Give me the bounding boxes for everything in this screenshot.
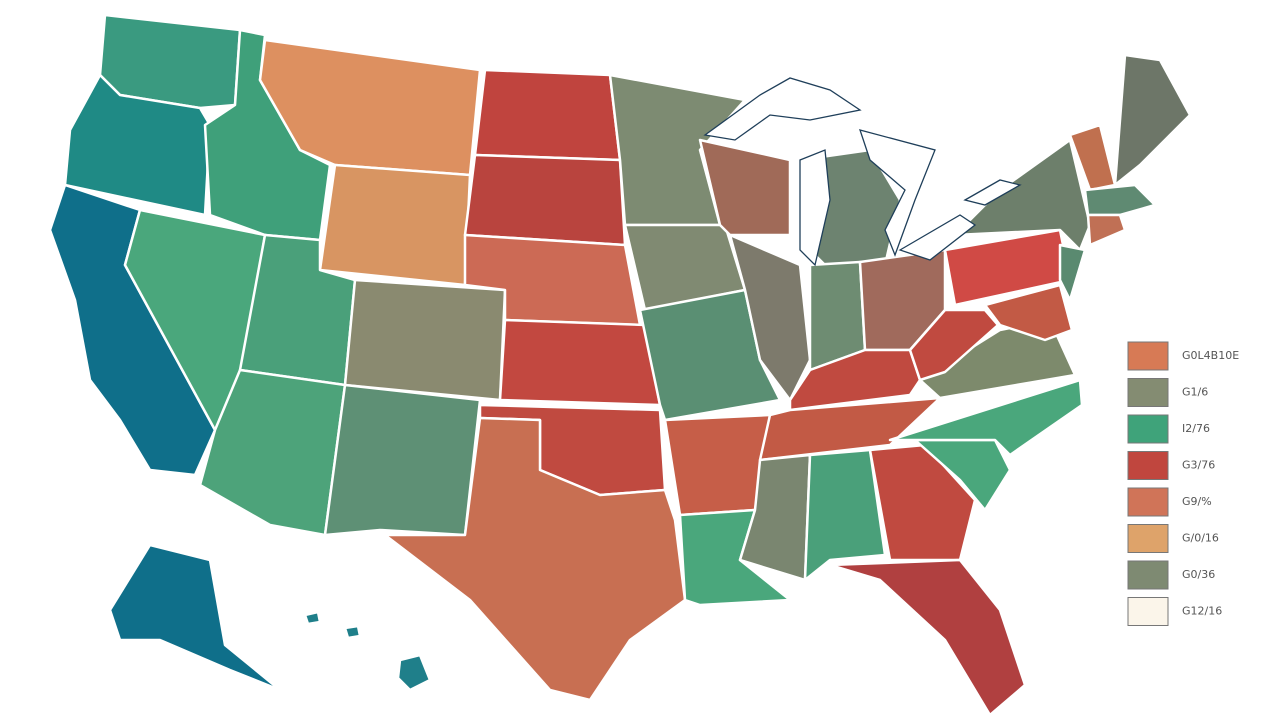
state bbox=[396, 653, 432, 692]
legend-swatch bbox=[1127, 560, 1169, 590]
state bbox=[918, 318, 1077, 400]
state bbox=[383, 416, 687, 702]
lake bbox=[898, 214, 977, 261]
legend-label: G9/% bbox=[1182, 495, 1212, 508]
legend-swatch bbox=[1127, 451, 1169, 480]
legend-label: G0/36 bbox=[1182, 568, 1215, 581]
state bbox=[108, 543, 282, 692]
great-lakes bbox=[703, 77, 1022, 267]
state bbox=[318, 163, 472, 287]
legend-label: G/0/16 bbox=[1182, 532, 1219, 545]
state bbox=[828, 558, 1027, 717]
legend: G0L4B10E G1/6 I2/76 G3/76 G9/% G/0/16 G0/36 G12… bbox=[1127, 341, 1239, 626]
legend-label: G12/16 bbox=[1182, 605, 1222, 618]
states bbox=[48, 13, 1192, 717]
state bbox=[663, 413, 772, 517]
legend-label: G1/6 bbox=[1182, 386, 1208, 399]
state bbox=[1083, 183, 1157, 217]
state bbox=[343, 624, 362, 640]
state bbox=[323, 383, 482, 537]
state bbox=[1086, 213, 1127, 247]
lake bbox=[703, 77, 862, 141]
state bbox=[343, 278, 507, 402]
lake bbox=[963, 179, 1022, 206]
state bbox=[983, 283, 1074, 342]
state bbox=[303, 610, 322, 626]
state bbox=[803, 448, 887, 582]
state bbox=[1113, 53, 1192, 187]
state bbox=[463, 153, 627, 247]
legend-swatch bbox=[1127, 597, 1169, 626]
legend-swatch bbox=[1127, 414, 1169, 444]
lake bbox=[859, 129, 936, 257]
state bbox=[738, 453, 812, 582]
state bbox=[473, 68, 622, 162]
state bbox=[908, 308, 1000, 382]
state bbox=[868, 443, 977, 562]
legend-swatch bbox=[1127, 524, 1169, 553]
state bbox=[1058, 243, 1087, 302]
state bbox=[888, 378, 1084, 457]
lake bbox=[799, 149, 831, 267]
legend-swatch bbox=[1127, 378, 1169, 407]
state bbox=[498, 318, 662, 407]
state bbox=[698, 138, 792, 237]
state bbox=[758, 396, 942, 462]
legend-swatch bbox=[1127, 341, 1169, 371]
legend-label: G3/76 bbox=[1182, 459, 1215, 472]
legend-label: G0L4B10E bbox=[1182, 349, 1239, 362]
legend-swatch bbox=[1127, 487, 1169, 517]
legend-label: I2/76 bbox=[1182, 422, 1210, 435]
